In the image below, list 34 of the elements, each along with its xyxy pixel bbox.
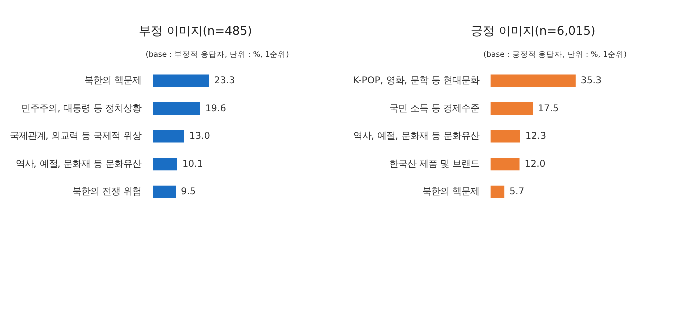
data-label: 12.3 [526, 131, 546, 142]
chart-title: 부정 이미지(n=485) [139, 24, 252, 38]
y-tick-label: 역사, 예절, 문화재 등 문화유산 [16, 158, 142, 170]
text: (base : 부정적 응답자, 단위 : %, 1순위) [146, 50, 290, 60]
text: (base : 긍정적 응답자, 단위 : %, 1순위) [484, 50, 627, 60]
y-tick-label: 북한의 핵문제 [84, 76, 142, 87]
data-label: 10.1 [182, 158, 204, 170]
y-tick-label: 국민 소득 등 경제수준 [389, 103, 480, 114]
data-label: 17.5 [538, 103, 559, 114]
y-tick-label: 역사, 예절, 문화재 등 문화유산 [354, 131, 480, 142]
data-label: 9.5 [181, 186, 196, 198]
y-tick-label: 북한의 전쟁 위험 [72, 186, 142, 198]
data-label: 35.3 [581, 76, 602, 87]
bar [490, 130, 520, 143]
bar [490, 102, 534, 115]
bar [153, 102, 200, 115]
bar [153, 186, 176, 198]
bar [153, 130, 184, 143]
bar [153, 74, 210, 88]
data-label: 13.0 [190, 131, 210, 142]
y-tick-label: 국제관계, 외교력 등 국제적 위상 [10, 131, 142, 142]
y-tick-label: 북한의 핵문제 [422, 186, 480, 198]
chart-title: 긍정 이미지(n=6,015) [471, 24, 596, 38]
data-label: 5.7 [510, 186, 525, 198]
data-label: 19.6 [205, 103, 226, 114]
y-tick-label: K-POP, 영화, 문학 등 현대문화 [353, 76, 480, 87]
data-label: 23.3 [214, 76, 236, 87]
bar [490, 158, 520, 171]
data-label: 12.0 [524, 158, 546, 170]
bar [153, 158, 178, 171]
y-tick-label: 민주주의, 대통령 등 정치상황 [22, 103, 142, 114]
y-tick-label: 한국산 제품 및 브랜드 [389, 158, 480, 170]
bar [490, 186, 505, 198]
bar [490, 74, 576, 88]
